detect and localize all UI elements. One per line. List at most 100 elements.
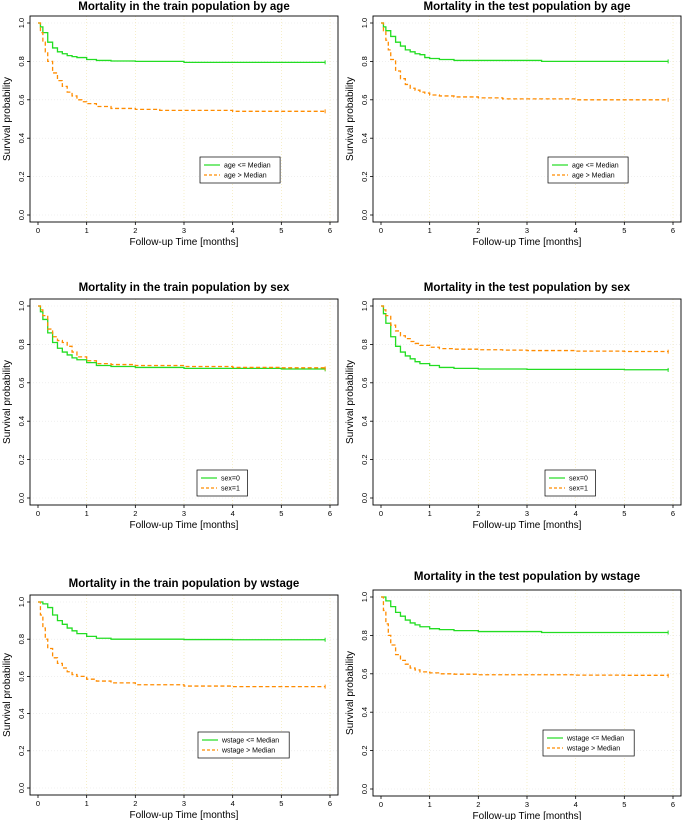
x-tick-label: 0	[36, 799, 40, 808]
y-axis-label: Survival probability	[2, 360, 13, 444]
y-tick-label: 0.6	[360, 378, 369, 388]
y-tick-label: 0.0	[17, 493, 26, 503]
legend-box	[197, 731, 290, 759]
x-tick-label: 6	[328, 509, 332, 518]
x-tick-label: 4	[574, 226, 578, 235]
series-line	[381, 596, 669, 676]
y-tick-label: 0.8	[17, 56, 26, 66]
legend: sex=0 sex=1	[196, 469, 248, 497]
x-tick-label: 1	[428, 226, 432, 235]
y-tick-label: 0.0	[17, 210, 26, 220]
x-tick-label: 2	[133, 226, 137, 235]
legend-label: wstage > Median	[566, 746, 620, 753]
chart-svg: 0 1 2 3 4 5 6 0.0 0.2 0.4 0.6 0.8 1.0 Mortality in th…	[345, 282, 682, 531]
y-tick-label: 0.8	[17, 339, 26, 349]
x-tick-label: 5	[622, 800, 626, 809]
chart-title: Mortality in the test population by wsta…	[414, 571, 640, 583]
grid-vertical	[429, 16, 674, 222]
x-tick-label: 0	[379, 509, 383, 518]
legend-label: sex=1	[569, 486, 588, 493]
chart-svg: 0 1 2 3 4 5 6 0.0 0.2 0.4 0.6 0.8 1.0 Mortality in th…	[2, 1, 339, 248]
series-line	[381, 305, 669, 353]
legend-label: age <= Median	[572, 163, 619, 170]
x-tick-label: 5	[622, 509, 626, 518]
series-line	[38, 601, 326, 688]
legend: age <= Median age > Median	[547, 156, 629, 184]
x-tick-label: 2	[133, 799, 137, 808]
x-tick-label: 6	[671, 800, 675, 809]
series-line	[38, 305, 326, 370]
series-line	[381, 596, 669, 634]
y-axis-label: Survival probability	[345, 77, 356, 161]
x-tick-label: 1	[85, 799, 89, 808]
x-tick-label: 3	[182, 509, 186, 518]
x-tick-label: 1	[428, 800, 432, 809]
chart-train-age: 0 1 2 3 4 5 6 0.0 0.2 0.4 0.6 0.8 1.0 Mortality in th…	[0, 0, 342, 255]
legend-label: sex=1	[221, 486, 240, 493]
x-tick-label: 0	[36, 226, 40, 235]
y-tick-label: 1.0	[17, 18, 26, 28]
x-tick-label: 4	[574, 509, 578, 518]
legend: age <= Median age > Median	[199, 156, 281, 184]
chart-svg: 0 1 2 3 4 5 6 0.0 0.2 0.4 0.6 0.8 1.0 Mortality in th…	[345, 1, 682, 248]
x-tick-label: 3	[525, 509, 529, 518]
legend-label: age <= Median	[224, 163, 271, 170]
x-tick-label: 4	[231, 799, 235, 808]
chart-test-age: 0 1 2 3 4 5 6 0.0 0.2 0.4 0.6 0.8 1.0 Mortality in th…	[343, 0, 685, 255]
x-tick-label: 2	[476, 226, 480, 235]
x-axis-label: Follow-up Time [months]	[130, 520, 239, 531]
y-tick-label: 0.4	[360, 416, 369, 426]
y-tick-label: 1.0	[17, 597, 26, 607]
x-axis-label: Follow-up Time [months]	[130, 810, 239, 820]
legend-box	[199, 156, 281, 184]
y-tick-label: 0.4	[360, 133, 369, 143]
y-axis-label: Survival probability	[345, 360, 356, 444]
x-tick-label: 2	[133, 509, 137, 518]
y-tick-label: 0.2	[17, 454, 26, 464]
chart-svg: 0 1 2 3 4 5 6 0.0 0.2 0.4 0.6 0.8 1.0 Mortality in th…	[345, 571, 682, 820]
x-tick-label: 6	[328, 799, 332, 808]
chart-title: Mortality in the train population by age	[78, 1, 289, 13]
y-tick-label: 1.0	[360, 592, 369, 602]
x-tick-label: 1	[85, 226, 89, 235]
legend-label: wstage <= Median	[566, 736, 624, 743]
series-line	[381, 22, 669, 101]
x-tick-label: 2	[476, 509, 480, 518]
grid-vertical	[429, 590, 674, 796]
series-line	[38, 305, 326, 369]
series-line	[38, 22, 326, 112]
x-axis-label: Follow-up Time [months]	[473, 520, 582, 531]
x-tick-label: 0	[36, 509, 40, 518]
x-tick-label: 6	[671, 509, 675, 518]
x-tick-label: 6	[671, 226, 675, 235]
y-tick-label: 0.0	[360, 210, 369, 220]
x-tick-label: 3	[182, 799, 186, 808]
y-tick-label: 0.6	[17, 671, 26, 681]
chart-train-sex: 0 1 2 3 4 5 6 0.0 0.2 0.4 0.6 0.8 1.0 Mortality in th…	[0, 275, 342, 535]
chart-test-wstage: 0 1 2 3 4 5 6 0.0 0.2 0.4 0.6 0.8 1.0 Mortality in th…	[343, 560, 685, 820]
y-axis-label: Survival probability	[2, 653, 13, 737]
legend-label: wstage <= Median	[221, 738, 279, 745]
chart-train-wstage: 0 1 2 3 4 5 6 0.0 0.2 0.4 0.6 0.8 1.0 Mortality in th…	[0, 565, 342, 820]
legend: sex=0 sex=1	[544, 469, 596, 497]
legend: wstage <= Median wstage > Median	[197, 731, 290, 759]
grid-vertical	[86, 595, 331, 795]
chart-title: Mortality in the train population by sex	[79, 282, 290, 294]
x-tick-label: 6	[328, 226, 332, 235]
y-tick-label: 0.6	[360, 669, 369, 679]
y-tick-label: 0.0	[17, 783, 26, 793]
y-tick-label: 0.8	[17, 634, 26, 644]
chart-test-sex: 0 1 2 3 4 5 6 0.0 0.2 0.4 0.6 0.8 1.0 Mortality in th…	[343, 275, 685, 535]
legend-box	[544, 469, 596, 497]
y-tick-label: 0.2	[360, 171, 369, 181]
chart-svg: 0 1 2 3 4 5 6 0.0 0.2 0.4 0.6 0.8 1.0 Mortality in th…	[2, 578, 339, 820]
series-line	[381, 305, 669, 371]
y-tick-label: 0.2	[360, 745, 369, 755]
x-axis-label: Follow-up Time [months]	[473, 237, 582, 248]
chart-title: Mortality in the test population by age	[423, 1, 630, 13]
grid-vertical	[86, 299, 331, 505]
x-tick-label: 4	[231, 509, 235, 518]
y-tick-label: 1.0	[360, 18, 369, 28]
legend: wstage <= Median wstage > Median	[542, 729, 635, 757]
legend-box	[542, 729, 635, 757]
